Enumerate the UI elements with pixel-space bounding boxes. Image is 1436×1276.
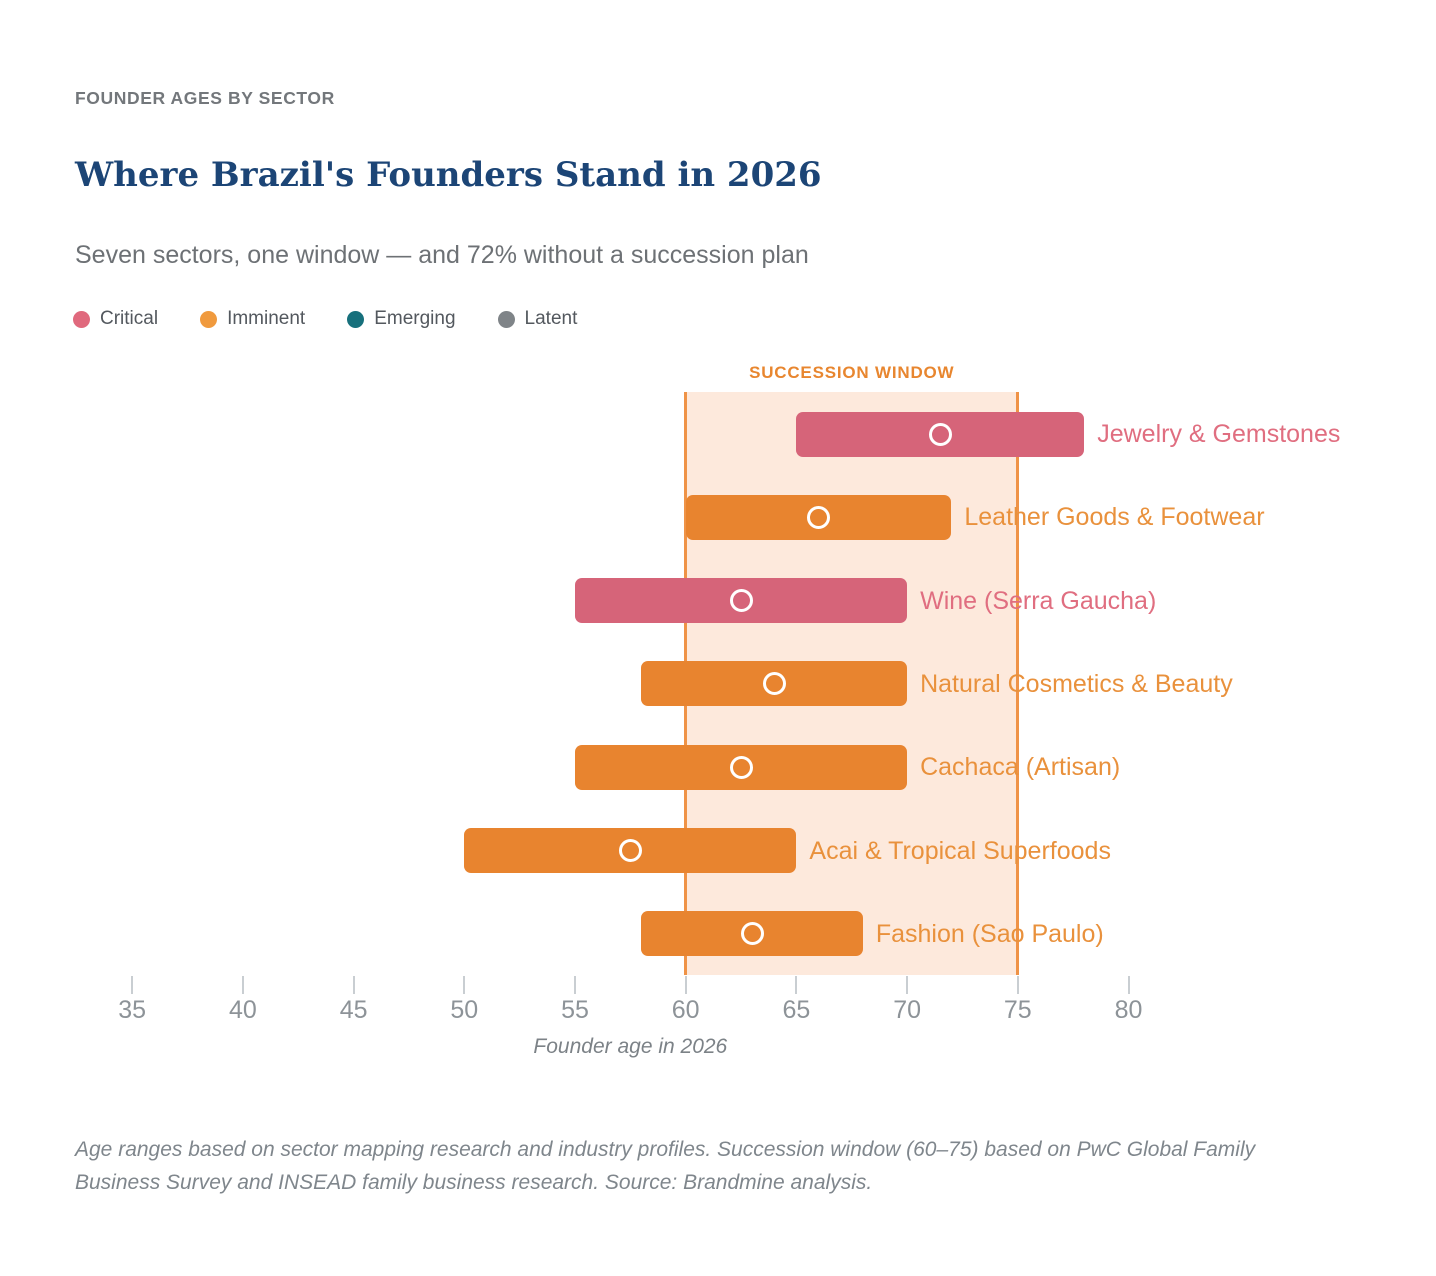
median-dot-wine-serra-gaucha [729, 589, 753, 613]
axis-tick-label-65: 65 [782, 996, 811, 1024]
axis-tick-75 [1016, 976, 1019, 994]
axis-tick-label-40: 40 [228, 996, 257, 1024]
legend: Critical Imminent Emerging Latent [73, 308, 577, 330]
axis-tick-label-45: 45 [339, 996, 368, 1024]
critical-dot-icon [73, 310, 90, 328]
median-dot-natural-cosmetics-beauty [762, 672, 786, 696]
axis-tick-70 [906, 976, 909, 994]
axis-tick-40 [241, 976, 244, 994]
bar-label-fashion-sao-paulo: Fashion (Sao Paulo) [875, 919, 1104, 948]
axis-tick-label-55: 55 [561, 996, 589, 1024]
axis-tick-65 [795, 976, 798, 994]
axis-tick-50 [463, 976, 466, 994]
axis-tick-55 [574, 976, 576, 994]
axis-tick-label-35: 35 [118, 996, 147, 1024]
bar-label-acai-tropical-superfoods: Acai & Tropical Superfoods [809, 836, 1111, 865]
bar-label-cachaca-artisan: Cachaca (Artisan) [920, 753, 1121, 782]
eyebrow: FOUNDER AGES BY SECTOR [75, 88, 335, 108]
median-dot-jewelry-gemstones [928, 422, 952, 446]
legend-item-imminent: Imminent [200, 308, 305, 330]
page-title: Where Brazil's Founders Stand in 2026 [75, 155, 822, 195]
bar-label-natural-cosmetics-beauty: Natural Cosmetics & Beauty [920, 669, 1233, 698]
median-dot-leather-goods-footwear [807, 505, 831, 529]
x-axis-label: Founder age in 2026 [533, 1035, 728, 1058]
axis-tick-35 [131, 976, 134, 994]
median-dot-fashion-sao-paulo [740, 922, 764, 946]
axis-tick-label-80: 80 [1114, 996, 1143, 1024]
bar-label-jewelry-gemstones: Jewelry & Gemstones [1097, 420, 1341, 448]
median-dot-cachaca-artisan [729, 755, 753, 779]
succession-window-label: SUCCESSION WINDOW [749, 363, 955, 382]
axis-tick-80 [1127, 976, 1130, 994]
legend-item-emerging: Emerging [347, 308, 456, 330]
emerging-dot-icon [347, 310, 365, 328]
median-dot-acai-tropical-superfoods [618, 839, 642, 862]
legend-label: Imminent [227, 308, 306, 329]
legend-label: Latent [524, 308, 578, 329]
latent-dot-icon [497, 310, 515, 328]
axis-tick-45 [352, 976, 355, 994]
axis-tick-label-75: 75 [1003, 996, 1032, 1024]
legend-label: Critical [100, 308, 159, 329]
axis-tick-label-70: 70 [893, 996, 921, 1024]
imminent-dot-icon [200, 310, 218, 328]
subtitle: Seven sectors, one window — and 72% with… [75, 241, 809, 269]
footnote: Age ranges based on sector mapping resea… [75, 1138, 1256, 1195]
axis-tick-label-50: 50 [450, 996, 479, 1024]
legend-label: Emerging [374, 308, 456, 329]
axis-tick-label-60: 60 [671, 996, 700, 1024]
bar-label-leather-goods-footwear: Leather Goods & Footwear [964, 503, 1265, 532]
legend-item-latent: Latent [497, 308, 578, 330]
bar-label-wine-serra-gaucha: Wine (Serra Gaucha) [920, 586, 1157, 615]
legend-item-critical: Critical [73, 308, 158, 330]
axis-tick-60 [684, 976, 687, 994]
